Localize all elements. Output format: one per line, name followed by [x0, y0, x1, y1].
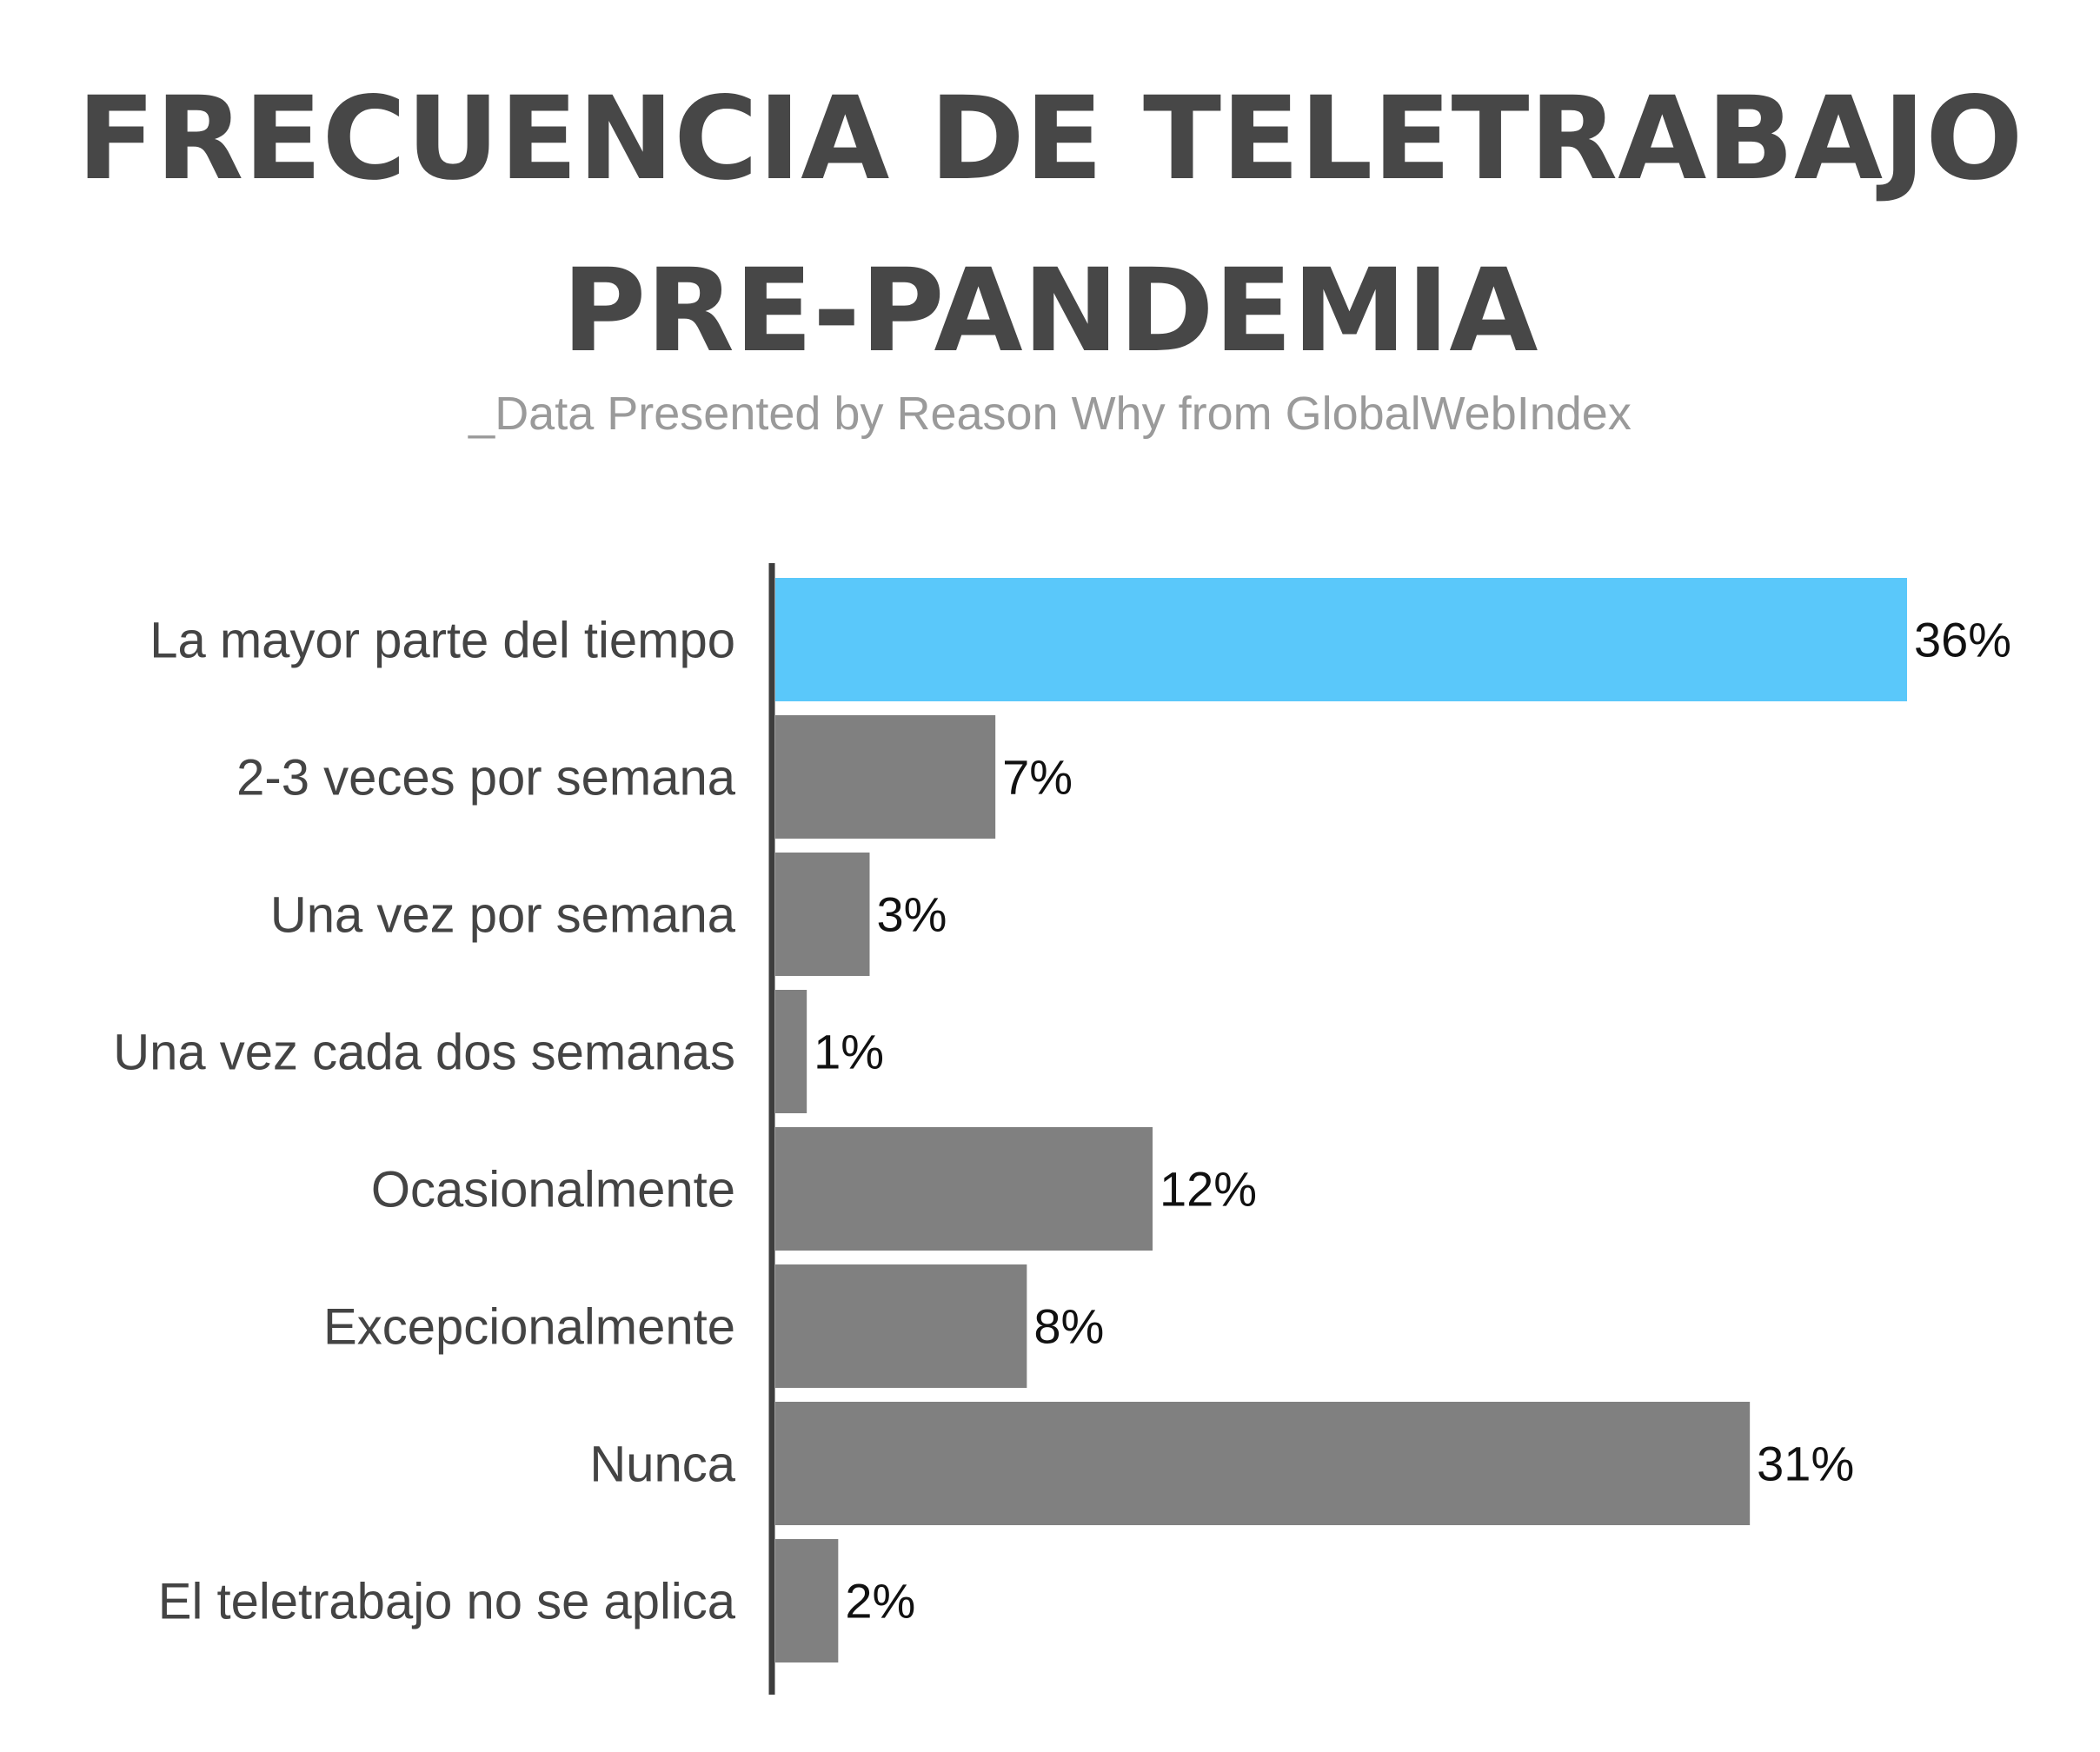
category-label-6: Nunca — [589, 1436, 735, 1492]
category-labels: La mayor parte del tiempo 2-3 veces por s… — [113, 612, 735, 1629]
chart-title-line-2: PRE-PANDEMIA — [562, 244, 1538, 378]
category-label-4: Ocasionalmente — [371, 1161, 735, 1218]
chart-title: FRECUENCIA DE TELETRABAJO PRE-PANDEMIA — [77, 72, 2024, 378]
category-label-5: Excepcionalmente — [323, 1298, 735, 1355]
category-label-7: El teletrabajo no se aplica — [158, 1573, 736, 1629]
value-label-6: 31% — [1757, 1437, 1854, 1491]
value-label-7: 2% — [845, 1574, 915, 1629]
bar-0 — [775, 578, 1907, 701]
bar-1 — [775, 715, 996, 839]
bar-3 — [775, 990, 807, 1113]
bar-5 — [775, 1264, 1027, 1388]
bars-group — [775, 578, 1907, 1662]
value-label-4: 12% — [1160, 1162, 1257, 1217]
chart-title-line-1: FRECUENCIA DE TELETRABAJO — [77, 72, 2024, 206]
value-label-5: 8% — [1033, 1299, 1104, 1354]
value-labels: 36% 7% 3% 1% 12% 8% 31% 2% — [814, 613, 2011, 1629]
bar-4 — [775, 1127, 1153, 1251]
value-label-1: 7% — [1002, 750, 1073, 805]
category-label-0: La mayor parte del tiempo — [150, 612, 735, 668]
bar-6 — [775, 1402, 1751, 1525]
category-label-2: Una vez por semana — [270, 886, 736, 943]
value-label-3: 1% — [814, 1025, 884, 1079]
category-label-3: Una vez cada dos semanas — [113, 1024, 735, 1080]
bar-2 — [775, 853, 870, 976]
value-label-2: 3% — [877, 887, 947, 942]
value-label-0: 36% — [1914, 613, 2011, 667]
bar-7 — [775, 1539, 839, 1662]
chart-subtitle: _Data Presented by Reason Why from Globa… — [468, 388, 1631, 440]
category-label-1: 2-3 veces por semana — [236, 749, 736, 806]
